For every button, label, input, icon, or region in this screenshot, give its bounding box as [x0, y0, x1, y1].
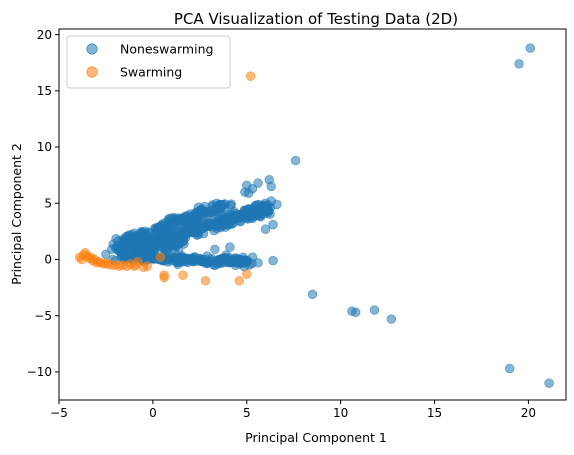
y-axis: −10 −5 0 5 10 15 20: [27, 28, 59, 379]
legend-marker-noneswarming: [86, 43, 98, 55]
legend-box: [66, 35, 231, 89]
plot-area: [74, 43, 554, 388]
point-noneswarming: [135, 242, 145, 253]
point-noneswarming: [504, 363, 515, 374]
point-noneswarming: [243, 188, 254, 198]
point-noneswarming: [206, 257, 216, 267]
point-noneswarming: [160, 234, 171, 244]
point-noneswarming: [154, 241, 164, 252]
point-noneswarming: [268, 219, 278, 230]
x-axis: −5 0 5 10 15 20: [50, 400, 536, 420]
y-tick-label: 20: [37, 28, 52, 42]
point-swarming: [76, 254, 87, 265]
point-noneswarming: [166, 217, 176, 227]
point-noneswarming: [307, 289, 318, 300]
point-noneswarming: [544, 378, 554, 388]
y-tick-label: −5: [34, 309, 52, 323]
point-noneswarming: [108, 239, 118, 249]
point-noneswarming: [260, 198, 271, 208]
point-noneswarming: [290, 155, 301, 166]
point-swarming: [242, 269, 252, 279]
y-tick-label: 10: [37, 140, 52, 154]
point-noneswarming: [198, 228, 209, 239]
point-noneswarming: [168, 240, 178, 251]
point-noneswarming: [216, 201, 226, 211]
legend: Noneswarming Swarming: [66, 35, 231, 89]
point-swarming: [138, 262, 149, 273]
x-axis-label: Principal Component 1: [245, 430, 387, 445]
chart-title: PCA Visualization of Testing Data (2D): [174, 10, 458, 28]
point-swarming: [200, 276, 211, 286]
point-noneswarming: [225, 242, 235, 252]
plot-frame: [58, 28, 567, 401]
y-tick-label: 5: [44, 196, 52, 210]
point-noneswarming: [246, 212, 256, 222]
point-noneswarming: [369, 305, 380, 315]
point-noneswarming: [350, 307, 361, 318]
point-noneswarming: [221, 250, 231, 260]
point-noneswarming: [154, 224, 165, 235]
legend-label-swarming: Swarming: [120, 65, 182, 80]
y-tick-label: 0: [44, 253, 52, 267]
points-layer: [74, 43, 554, 388]
point-swarming: [245, 71, 256, 81]
point-noneswarming: [254, 205, 264, 216]
point-swarming: [125, 259, 136, 269]
point-noneswarming: [188, 256, 198, 267]
point-noneswarming: [101, 249, 111, 260]
point-noneswarming: [386, 314, 397, 324]
x-tick-label: 5: [243, 406, 251, 420]
point-swarming: [178, 270, 188, 280]
legend-label-noneswarming: Noneswarming: [120, 42, 213, 57]
point-noneswarming: [260, 224, 271, 234]
y-axis-label: Principal Component 2: [9, 143, 24, 285]
point-noneswarming: [178, 236, 189, 246]
x-tick-label: 0: [149, 406, 157, 420]
point-noneswarming: [143, 227, 154, 237]
point-noneswarming: [266, 181, 276, 192]
x-tick-label: 10: [333, 406, 348, 420]
point-noneswarming: [268, 255, 278, 266]
point-noneswarming: [514, 59, 524, 69]
point-noneswarming: [220, 218, 230, 228]
point-swarming: [234, 276, 244, 286]
legend-marker-swarming: [86, 66, 98, 78]
point-noneswarming: [144, 238, 154, 249]
x-tick-label: 20: [521, 406, 536, 420]
point-noneswarming: [180, 217, 191, 227]
point-noneswarming: [253, 178, 263, 188]
point-noneswarming: [253, 258, 263, 268]
point-noneswarming: [209, 225, 219, 236]
point-noneswarming: [210, 244, 220, 255]
point-swarming: [101, 258, 111, 268]
point-noneswarming: [120, 248, 130, 258]
point-noneswarming: [207, 201, 217, 212]
x-tick-label: −5: [50, 406, 68, 420]
point-noneswarming: [238, 252, 248, 262]
y-tick-label: 15: [37, 84, 52, 98]
point-noneswarming: [247, 252, 258, 262]
point-swarming: [159, 272, 169, 283]
point-noneswarming: [177, 256, 188, 266]
x-tick-label: 15: [427, 406, 442, 420]
point-noneswarming: [198, 209, 208, 220]
point-swarming: [155, 252, 166, 262]
point-noneswarming: [525, 43, 536, 53]
y-tick-label: −10: [27, 365, 52, 379]
